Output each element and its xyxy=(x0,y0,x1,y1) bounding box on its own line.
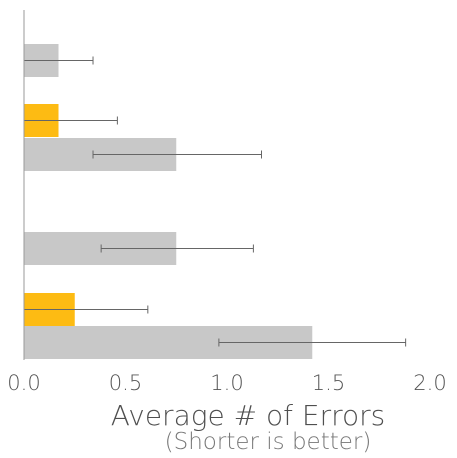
x-tick-label: 0.5 xyxy=(109,371,142,395)
error-bar-4 xyxy=(100,244,254,253)
bars-layer xyxy=(24,44,313,359)
error-bar-6 xyxy=(218,338,407,347)
x-axis-label: Average # of Errors xyxy=(111,399,386,432)
error-bars-layer xyxy=(23,56,407,347)
x-tick-label: 2.0 xyxy=(413,371,446,395)
x-tick-label: 1.0 xyxy=(210,371,243,395)
x-tick-label: 1.5 xyxy=(312,371,345,395)
x-tick-labels: 0.0 0.5 1.0 1.5 2.0 xyxy=(7,371,446,395)
error-bar-3 xyxy=(92,150,263,159)
x-axis-label-note: (Shorter is better) xyxy=(165,429,372,455)
x-tick-label: 0.0 xyxy=(7,371,40,395)
